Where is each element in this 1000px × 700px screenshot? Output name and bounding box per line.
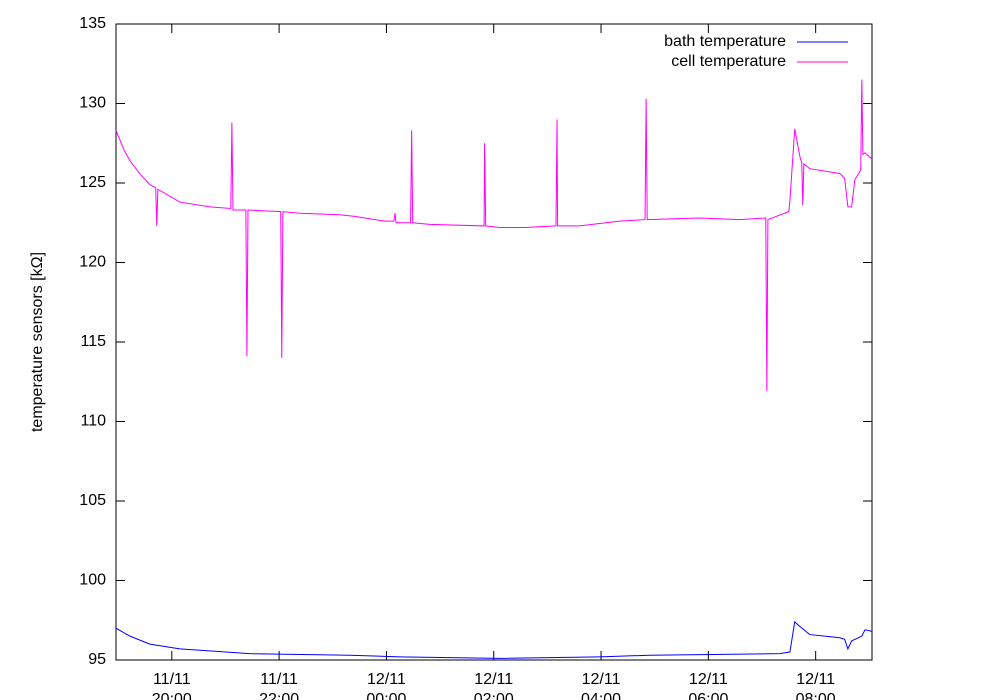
y-tick-label: 135 [79,15,106,32]
x-tick-label: 00:00 [366,691,406,700]
y-tick-label: 105 [79,492,106,509]
series-line [115,79,873,392]
y-axis-label: temperature sensors [kΩ] [29,252,46,432]
series-line [115,620,873,659]
y-tick-label: 115 [80,333,106,350]
y-tick-label: 110 [80,413,106,430]
x-tick-label: 08:00 [796,691,836,700]
x-tick-label: 02:00 [474,691,514,700]
y-tick-label: 100 [79,572,106,589]
x-tick-label: 20:00 [152,691,192,700]
plot-frame [115,23,873,661]
legend-label: cell temperature [671,53,786,70]
legend-label: bath temperature [664,33,786,50]
y-tick-label: 95 [88,651,106,668]
x-tick-label: 12/11 [474,671,513,688]
x-tick-label: 12/11 [582,671,621,688]
x-tick-label: 11/11 [260,671,298,688]
x-tick-label: 12/11 [367,671,406,688]
x-tick-label: 12/11 [796,671,835,688]
y-tick-label: 130 [79,95,106,112]
x-tick-label: 06:00 [688,691,728,700]
x-tick-label: 04:00 [581,691,621,700]
y-tick-label: 120 [79,254,106,271]
y-tick-label: 125 [79,174,106,191]
x-tick-label: 12/11 [689,671,728,688]
x-tick-label: 22:00 [259,691,299,700]
x-tick-label: 11/11 [153,671,191,688]
